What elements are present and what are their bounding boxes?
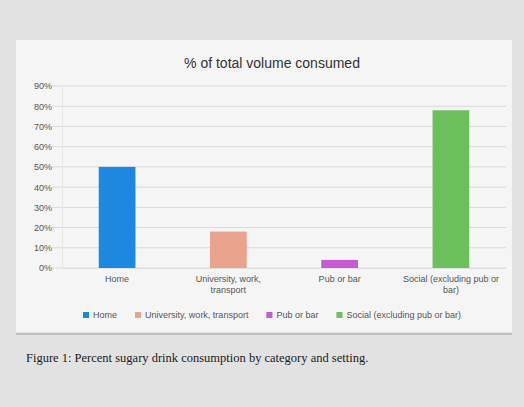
legend-label: Pub or bar: [276, 310, 318, 320]
y-tick-label: 0%: [39, 263, 52, 273]
chart-title: % of total volume consumed: [184, 55, 360, 71]
legend-item: Home: [83, 310, 117, 320]
y-tick-label: 30%: [34, 203, 52, 213]
y-tick: 50%: [34, 162, 62, 172]
x-tick: Social (excluding pub orbar): [403, 274, 499, 294]
caption: Figure 1: Percent sugary drink consumpti…: [26, 351, 368, 365]
y-tick-label: 90%: [34, 81, 52, 91]
y-tick-label: 20%: [34, 223, 52, 233]
y-tick-label: 60%: [34, 142, 52, 152]
bar: [99, 167, 136, 268]
y-axis-line: [62, 87, 63, 269]
y-tick: 60%: [34, 142, 62, 152]
legend-swatch: [83, 312, 89, 318]
legend-swatch: [135, 312, 141, 318]
y-tick: 0%: [39, 263, 62, 273]
bar: [433, 110, 470, 268]
chart-panel: [16, 40, 512, 332]
y-tick: 70%: [34, 122, 62, 132]
y-tick: 10%: [34, 243, 62, 253]
legend-swatch: [336, 312, 342, 318]
legend-item: Pub or bar: [266, 310, 318, 320]
x-tick: Home: [105, 274, 129, 284]
legend-swatch: [266, 312, 272, 318]
y-tick: 90%: [34, 81, 62, 91]
bars: [99, 110, 470, 268]
legend-item: University, work, transport: [135, 310, 249, 320]
y-tick-label: 50%: [34, 162, 52, 172]
grid-line: [52, 86, 506, 87]
y-tick-label: 10%: [34, 243, 52, 253]
y-tick-label: 70%: [34, 122, 52, 132]
legend: Home University, work, transport Pub or ba…: [83, 310, 461, 320]
x-tick: University, work,transport: [196, 274, 261, 294]
x-tick-label: Social (excluding pub orbar): [403, 274, 499, 294]
y-tick: 20%: [34, 223, 62, 233]
x-tick-label: Home: [105, 274, 129, 284]
y-tick: 30%: [34, 203, 62, 213]
x-axis-line: [63, 268, 507, 269]
x-tick-label: Pub or bar: [319, 274, 361, 284]
y-axis: 0% 10% 20% 30% 40% 50% 60% 70% 80% 90%: [34, 81, 63, 273]
chart: % of total volume consumed 0% 10% 20% 30% 40%…: [0, 0, 524, 407]
y-tick: 80%: [34, 102, 62, 112]
y-tick-label: 40%: [34, 182, 52, 192]
legend-item: Social (excluding pub or bar): [336, 310, 461, 320]
bar: [210, 232, 247, 268]
separator: [16, 334, 512, 335]
bar: [321, 260, 358, 268]
legend-label: University, work, transport: [145, 310, 249, 320]
legend-label: Home: [93, 310, 117, 320]
legend-label: Social (excluding pub or bar): [346, 310, 461, 320]
y-tick-label: 80%: [34, 102, 52, 112]
x-tick-label: University, work,transport: [196, 274, 261, 294]
grid-line: [52, 106, 506, 107]
grid: [52, 86, 506, 268]
y-tick: 40%: [34, 182, 62, 192]
x-tick: Pub or bar: [319, 274, 361, 284]
x-axis: Home University, work,transport Pub or bar…: [63, 269, 507, 295]
